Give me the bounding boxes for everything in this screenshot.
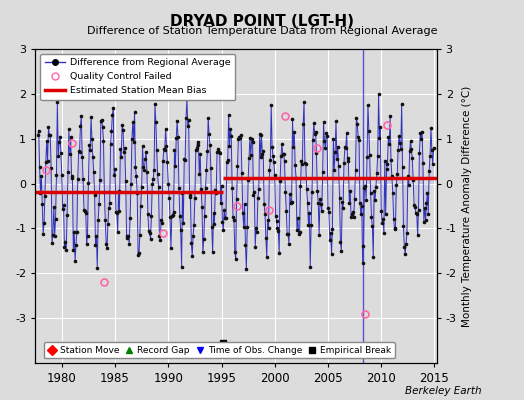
Text: Berkeley Earth: Berkeley Earth	[406, 386, 482, 396]
Y-axis label: Monthly Temperature Anomaly Difference (°C): Monthly Temperature Anomaly Difference (…	[462, 85, 472, 327]
Text: Difference of Station Temperature Data from Regional Average: Difference of Station Temperature Data f…	[87, 26, 437, 36]
Legend: Station Move, Record Gap, Time of Obs. Change, Empirical Break: Station Move, Record Gap, Time of Obs. C…	[43, 342, 395, 358]
Text: DRYAD POINT (LGT-H): DRYAD POINT (LGT-H)	[170, 14, 354, 29]
